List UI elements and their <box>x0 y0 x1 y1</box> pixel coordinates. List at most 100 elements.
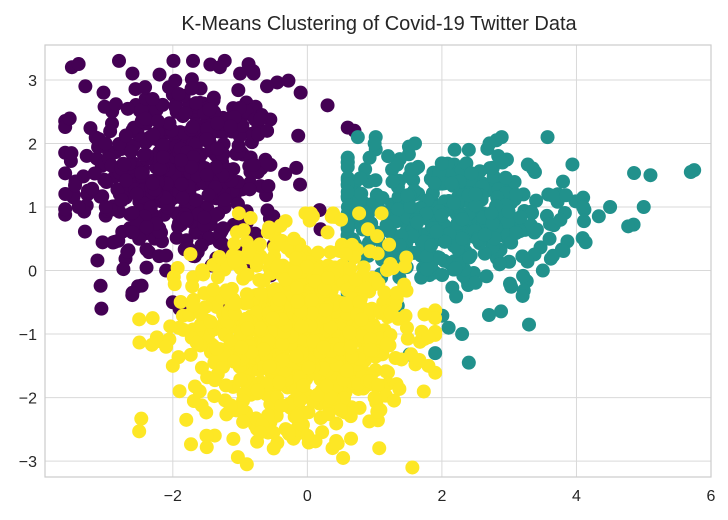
cluster-1-point <box>461 142 476 157</box>
cluster-2-point <box>304 293 319 308</box>
cluster-2-point <box>240 267 255 282</box>
cluster-0-point <box>281 73 296 88</box>
cluster-0-point <box>185 119 200 134</box>
cluster-0-point <box>162 116 177 131</box>
cluster-2-point <box>427 311 442 326</box>
cluster-0-point <box>293 177 308 192</box>
cluster-0-point <box>138 111 153 126</box>
cluster-1-point <box>408 136 422 151</box>
y-tick-label: 1 <box>28 200 37 217</box>
cluster-0-point <box>153 161 168 176</box>
cluster-2-point <box>223 333 238 348</box>
cluster-0-point <box>90 253 105 268</box>
cluster-0-point <box>108 97 123 112</box>
cluster-1-point <box>509 226 524 241</box>
cluster-0-point <box>246 66 261 81</box>
cluster-2-point <box>183 347 198 362</box>
cluster-0-point <box>171 87 186 102</box>
cluster-2-point <box>400 331 415 346</box>
cluster-0-point <box>116 262 131 277</box>
cluster-0-point <box>62 111 77 126</box>
cluster-0-point <box>199 132 214 147</box>
cluster-2-point <box>344 431 359 446</box>
cluster-2-point <box>196 267 211 282</box>
cluster-0-point <box>202 102 217 117</box>
cluster-0-point <box>71 57 86 72</box>
cluster-2-point <box>290 280 305 295</box>
cluster-0-point <box>112 53 126 68</box>
cluster-2-point <box>262 220 277 235</box>
cluster-0-point <box>68 178 83 193</box>
cluster-2-point <box>362 414 377 429</box>
cluster-2-point <box>321 407 336 422</box>
cluster-0-point <box>253 111 268 126</box>
cluster-2-point <box>343 261 358 276</box>
cluster-2-point <box>311 245 326 260</box>
cluster-2-point <box>290 408 305 423</box>
cluster-0-point <box>320 98 335 113</box>
cluster-2-point <box>348 272 363 287</box>
cluster-0-point <box>97 99 112 114</box>
cluster-1-point <box>546 188 561 203</box>
cluster-2-series <box>132 206 443 475</box>
cluster-2-point <box>289 251 304 266</box>
cluster-0-point <box>217 192 232 207</box>
y-tick-label: −2 <box>19 391 37 408</box>
cluster-0-point <box>261 178 276 193</box>
cluster-1-point <box>464 166 479 181</box>
cluster-2-point <box>227 236 242 251</box>
points-layer <box>58 53 702 475</box>
y-tick-label: 3 <box>28 73 37 90</box>
cluster-2-point <box>233 372 248 387</box>
cluster-1-point <box>435 268 450 283</box>
cluster-1-point <box>392 237 407 252</box>
cluster-2-point <box>337 391 352 406</box>
cluster-0-point <box>136 147 151 162</box>
cluster-0-point <box>138 80 153 95</box>
cluster-2-point <box>272 292 287 307</box>
cluster-1-point <box>492 257 507 272</box>
cluster-2-point <box>236 223 251 238</box>
cluster-1-point <box>375 191 390 206</box>
cluster-2-point <box>352 206 367 221</box>
cluster-2-point <box>239 234 254 249</box>
cluster-0-point <box>174 153 189 168</box>
cluster-2-point <box>252 237 267 252</box>
cluster-1-point <box>353 171 368 186</box>
cluster-0-point <box>233 66 248 81</box>
cluster-0-point <box>71 200 86 214</box>
cluster-1-point <box>400 188 415 203</box>
cluster-2-point <box>274 398 289 413</box>
cluster-2-point <box>343 340 358 355</box>
cluster-0-point <box>184 160 199 175</box>
cluster-1-point <box>513 210 528 225</box>
cluster-2-point <box>334 403 348 418</box>
cluster-0-point <box>145 92 160 106</box>
cluster-0-point <box>194 238 209 253</box>
cluster-2-point <box>421 358 436 373</box>
cluster-2-point <box>228 306 243 321</box>
cluster-0-point <box>156 138 171 153</box>
cluster-1-point <box>455 231 470 246</box>
cluster-0-point <box>291 128 306 143</box>
cluster-2-point <box>363 342 378 357</box>
cluster-1-point <box>529 222 544 237</box>
cluster-0-point <box>146 127 161 142</box>
cluster-1-point <box>494 304 509 319</box>
cluster-2-point <box>323 390 338 405</box>
cluster-1-point <box>501 204 516 219</box>
cluster-2-point <box>179 412 194 427</box>
cluster-2-point <box>234 340 249 355</box>
cluster-0-point <box>78 79 93 94</box>
cluster-2-point <box>370 404 385 419</box>
cluster-2-point <box>253 321 268 336</box>
cluster-0-point <box>139 242 154 257</box>
cluster-0-point <box>94 301 109 316</box>
cluster-2-point <box>352 295 367 310</box>
cluster-1-point <box>446 196 461 211</box>
cluster-2-point <box>253 286 268 301</box>
cluster-1-point <box>522 317 537 332</box>
cluster-1-point <box>368 173 383 188</box>
plot-frame <box>44 44 712 478</box>
